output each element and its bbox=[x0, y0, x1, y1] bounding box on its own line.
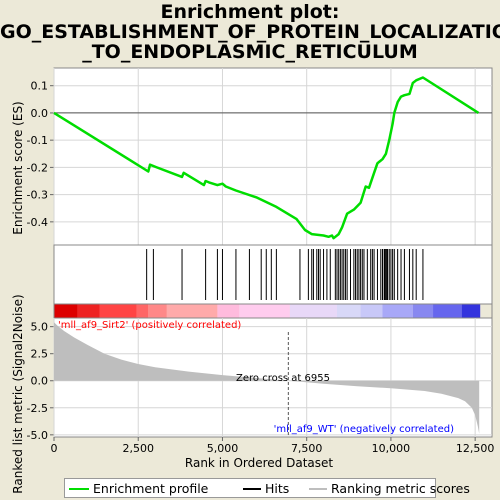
legend-item-hits: Hits bbox=[265, 481, 290, 496]
es-y-tick-label: 0.1 bbox=[31, 80, 49, 93]
es-y-tick-label: -0.2 bbox=[27, 161, 48, 174]
legend-item-enrichment: Enrichment profile bbox=[93, 481, 209, 496]
color-bar-segment bbox=[239, 304, 290, 318]
x-axis-label: Rank in Ordered Dataset bbox=[185, 456, 333, 470]
metric-y-axis-label: Ranked list metric (Signal2Noise) bbox=[11, 294, 25, 493]
metric-y-tick-label: 0.0 bbox=[31, 375, 49, 388]
metric-y-tick-label: 5.0 bbox=[31, 321, 49, 334]
negative-correlation-label: 'mll_af9_WT' (negatively correlated) bbox=[274, 424, 454, 435]
color-bar-segment bbox=[77, 304, 100, 318]
chart-title: Enrichment plot: GO_ESTABLISHMENT_OF_PRO… bbox=[0, 2, 500, 62]
positive-correlation-label: 'mll_af9_Sirt2' (positively correlated) bbox=[58, 320, 241, 331]
x-tick-label: 2,500 bbox=[122, 442, 154, 455]
x-tick-label: 12,500 bbox=[456, 442, 495, 455]
es-plot-area bbox=[53, 67, 493, 246]
hits-plot-area bbox=[53, 244, 493, 305]
legend-swatch-ranking bbox=[309, 488, 327, 490]
color-bar-segment bbox=[433, 304, 462, 318]
es-y-tick-label: 0.0 bbox=[31, 107, 49, 120]
metric-y-tick-label: 2.5 bbox=[31, 348, 49, 361]
color-bar-segment bbox=[217, 304, 240, 318]
title-line-3: _TO_ENDOPLASMIC_RETICULUM bbox=[82, 41, 418, 63]
metric-y-tick-label: -5.0 bbox=[27, 429, 48, 442]
color-bar-segment bbox=[337, 304, 361, 318]
color-bar-segment bbox=[99, 304, 137, 318]
x-tick-label: 5,000 bbox=[207, 442, 239, 455]
color-bar-segment bbox=[360, 304, 383, 318]
zero-cross-label: Zero cross at 6955 bbox=[236, 373, 330, 384]
color-bar-segment bbox=[289, 304, 338, 318]
color-bar-segment bbox=[382, 304, 413, 318]
enrichment-profile-line bbox=[53, 76, 480, 240]
legend-item-ranking: Ranking metric scores bbox=[331, 481, 470, 496]
es-y-tick-label: -0.4 bbox=[27, 216, 48, 229]
legend-swatch-enrichment bbox=[69, 488, 89, 490]
x-tick-label: 0 bbox=[51, 442, 58, 455]
title-line-1: Enrichment plot: bbox=[160, 1, 340, 23]
color-bar-segment bbox=[412, 304, 434, 318]
color-bar-segment bbox=[148, 304, 167, 318]
color-bar-segment bbox=[461, 304, 481, 318]
legend-swatch-hits bbox=[243, 488, 261, 490]
metric-y-tick-label: -2.5 bbox=[27, 402, 48, 415]
ranking-metric-area bbox=[54, 322, 480, 434]
metric-panel: 5.0 2.5 0.0 -2.5 -5.00 2,500 5,000 7,500 10,000 1… bbox=[27, 317, 495, 455]
color-bar-segment bbox=[136, 304, 149, 318]
legend: Enrichment profile Hits Ranking metric s… bbox=[64, 478, 470, 498]
es-panel: 0.1 0.0 -0.1 -0.2 -0.3 -0.4 bbox=[27, 67, 493, 246]
color-bar-segment bbox=[166, 304, 218, 318]
title-line-2: GO_ESTABLISHMENT_OF_PROTEIN_LOCALIZATION bbox=[0, 21, 500, 43]
es-y-tick-label: -0.3 bbox=[27, 189, 48, 202]
es-y-tick-label: -0.1 bbox=[27, 134, 48, 147]
es-y-axis-label: Enrichment score (ES) bbox=[11, 101, 25, 234]
hits-panel bbox=[53, 244, 493, 305]
axes-text: Enrichment score (ES) Ranked list metric… bbox=[11, 101, 454, 493]
color-bar-panel bbox=[53, 303, 493, 319]
color-bar-segment bbox=[54, 304, 78, 318]
x-tick-label: 7,500 bbox=[291, 442, 323, 455]
x-tick-label: 10,000 bbox=[372, 442, 411, 455]
